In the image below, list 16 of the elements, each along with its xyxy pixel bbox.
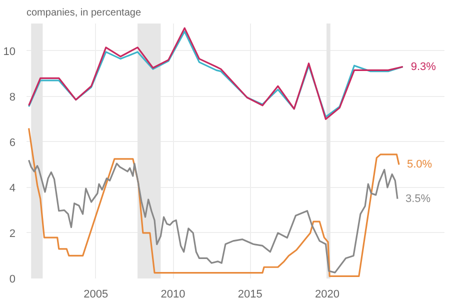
x-tick-label: 2010 bbox=[160, 288, 186, 300]
annotation: 3.5% bbox=[405, 192, 431, 205]
annotation: 9.3% bbox=[410, 60, 436, 73]
y-tick-label: 10 bbox=[3, 46, 16, 58]
y-tick-label: 6 bbox=[9, 136, 16, 149]
x-tick-label: 2005 bbox=[84, 288, 108, 300]
annotation: 5.0% bbox=[407, 158, 432, 171]
y-tick-label: 2 bbox=[9, 228, 16, 240]
line-series bbox=[28, 159, 398, 274]
y-tick-label: 4 bbox=[9, 182, 16, 194]
y-tick-label: 0 bbox=[9, 274, 16, 286]
x-tick-label: 2015 bbox=[238, 288, 262, 300]
chart-subtitle: companies, in percentage bbox=[26, 8, 142, 18]
x-tick-label: 2020 bbox=[315, 288, 340, 300]
line-series bbox=[28, 127, 400, 278]
y-tick-label: 8 bbox=[9, 91, 16, 104]
